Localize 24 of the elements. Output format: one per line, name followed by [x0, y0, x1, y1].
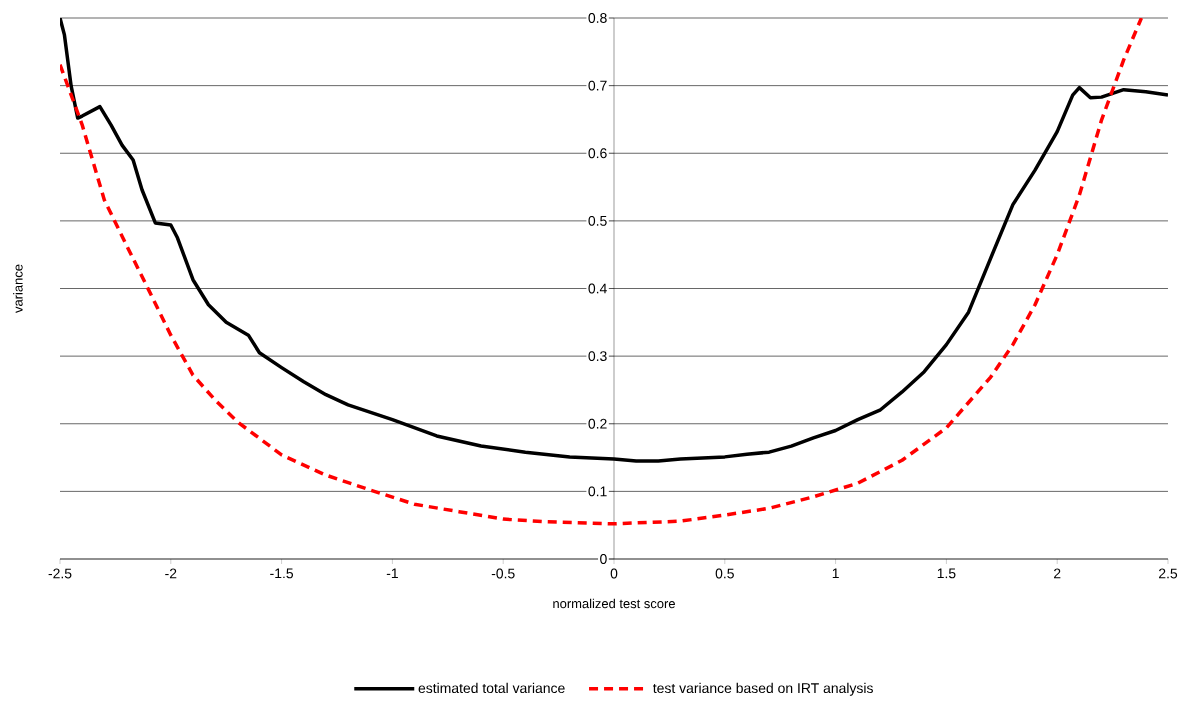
legend-label: test variance based on IRT analysis [653, 682, 873, 696]
x-tick-label: -1 [386, 568, 398, 579]
y-tick-label: 0.3 [588, 351, 607, 362]
y-tick-label: 0.7 [588, 80, 607, 91]
y-tick-label: 0.1 [588, 486, 607, 497]
y-axis-title: variance [13, 264, 23, 313]
y-tick-label: 0 [600, 554, 607, 564]
x-tick-label: 1.5 [937, 568, 956, 579]
y-tick-label: 0.8 [588, 13, 607, 23]
y-tick-label: 0.4 [588, 283, 607, 294]
y-tick-label: 0.2 [588, 418, 607, 429]
x-tick-label: 0 [610, 568, 618, 579]
x-axis-title: normalized test score [553, 598, 675, 609]
x-tick-label: -1.5 [270, 568, 294, 579]
x-tick-label: -0.5 [491, 568, 515, 579]
legend-label: estimated total variance [418, 682, 565, 694]
y-tick-label: 0.6 [588, 148, 607, 159]
x-tick-label: 2 [1054, 568, 1061, 579]
x-tick-label: 2.5 [1159, 568, 1178, 579]
y-tick-label: 0.5 [588, 215, 607, 226]
x-tick-label: -2.5 [48, 568, 72, 579]
x-tick-label: 0.5 [715, 568, 734, 579]
x-tick-label: -2 [165, 568, 177, 579]
x-tick-label: 1 [832, 568, 839, 579]
